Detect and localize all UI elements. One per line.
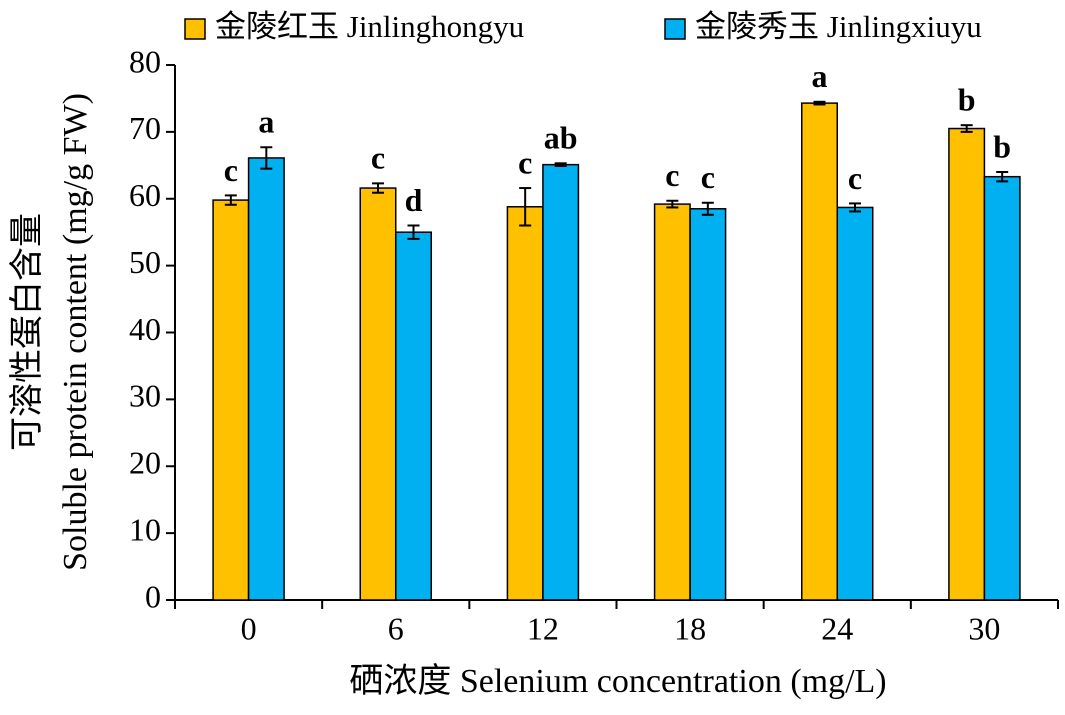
x-tick-label: 12 — [527, 610, 559, 646]
error-bar — [960, 124, 973, 133]
significance-letter: ab — [544, 120, 578, 156]
bar — [653, 203, 691, 601]
y-tick-label: 80 — [129, 43, 161, 79]
y-axis-label: Soluble protein content (mg/g FW) — [57, 93, 94, 571]
significance-letter: a — [258, 104, 274, 140]
bar — [801, 102, 838, 601]
y-tick-label: 30 — [129, 378, 161, 414]
y-tick-label: 50 — [129, 244, 161, 280]
error-bar — [407, 224, 420, 240]
legend-swatch — [184, 18, 206, 40]
significance-letter: c — [848, 160, 862, 196]
x-tick-label: 18 — [674, 610, 706, 646]
bar — [542, 163, 580, 601]
significance-letter: c — [518, 144, 532, 180]
significance-letter: c — [224, 152, 238, 188]
significance-letter: a — [812, 58, 828, 94]
legend-label: 金陵秀玉 Jinlingxiuyu — [695, 9, 982, 44]
legend-label: 金陵红玉 Jinlinghongyu — [215, 9, 524, 44]
error-bar — [849, 202, 861, 213]
significance-letter: d — [405, 182, 423, 218]
significance-letter: c — [701, 159, 715, 195]
bar — [359, 187, 397, 601]
error-bar — [554, 162, 567, 167]
bar — [948, 127, 986, 601]
error-bar — [996, 171, 1009, 183]
y-tick-label: 60 — [129, 177, 161, 213]
y-tick-label: 20 — [129, 445, 161, 481]
error-bar — [372, 182, 384, 194]
error-bar — [701, 201, 714, 216]
significance-letter: b — [993, 128, 1011, 164]
bar — [212, 199, 250, 601]
bar — [247, 157, 285, 601]
error-bar — [813, 100, 826, 106]
bar — [506, 206, 544, 601]
significance-letter: b — [958, 82, 976, 118]
error-bar — [260, 146, 273, 170]
x-axis-label: 硒浓度 Selenium concentration (mg/L) — [349, 662, 886, 700]
y-tick-label: 70 — [129, 110, 161, 146]
error-bar — [519, 187, 532, 227]
y-tick-label: 10 — [129, 511, 161, 547]
y-tick-label: 0 — [145, 578, 161, 614]
y-axis-label: 可溶性蛋白含量 — [8, 213, 46, 451]
bar — [836, 206, 874, 601]
x-tick-label: 0 — [241, 610, 257, 646]
significance-letter: c — [665, 157, 679, 193]
error-bar — [666, 199, 679, 209]
y-tick-label: 40 — [129, 311, 161, 347]
bar — [395, 231, 432, 601]
bar — [689, 208, 727, 601]
x-tick-label: 24 — [821, 610, 853, 646]
x-tick-label: 6 — [388, 610, 404, 646]
significance-letter: c — [371, 140, 385, 176]
bar — [983, 175, 1021, 601]
x-tick-label: 30 — [968, 610, 1000, 646]
error-bar — [224, 194, 237, 206]
legend-swatch — [664, 18, 686, 40]
